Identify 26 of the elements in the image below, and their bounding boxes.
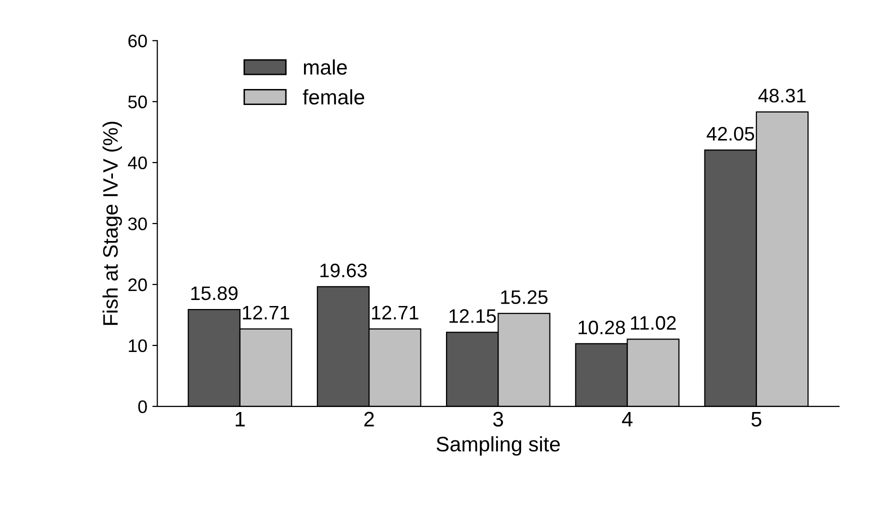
y-tick-label: 60 <box>128 34 147 48</box>
x-tick-label: 3 <box>493 412 504 427</box>
y-tick-label: 30 <box>128 217 147 230</box>
data-label: 11.02 <box>630 316 676 330</box>
data-label: 15.89 <box>191 286 238 300</box>
legend-label: male <box>304 59 347 75</box>
data-label: 42.05 <box>706 126 754 141</box>
y-tick-label: 50 <box>128 96 147 108</box>
data-label: 19.63 <box>320 264 367 278</box>
y-tick-label: 10 <box>128 339 147 352</box>
y-tick-label: 0 <box>138 400 147 414</box>
data-label: 48.31 <box>758 88 806 103</box>
legend-label: female <box>302 89 364 105</box>
x-axis-title: Sampling site <box>436 436 560 456</box>
data-label: 15.25 <box>501 290 548 304</box>
x-tick-label: 5 <box>751 412 762 427</box>
data-label: 10.28 <box>578 320 625 334</box>
data-label: 12.15 <box>450 309 496 323</box>
x-tick-label: 2 <box>364 412 374 426</box>
x-tick-label: 4 <box>622 412 632 426</box>
y-axis-title: Fish at Stage IV-V (%) <box>102 122 122 325</box>
x-tick-label: 1 <box>236 412 245 426</box>
y-tick-label: 40 <box>128 156 147 170</box>
y-tick-label: 20 <box>128 278 147 292</box>
data-label: 12.71 <box>372 306 418 320</box>
data-label: 12.71 <box>242 306 290 320</box>
